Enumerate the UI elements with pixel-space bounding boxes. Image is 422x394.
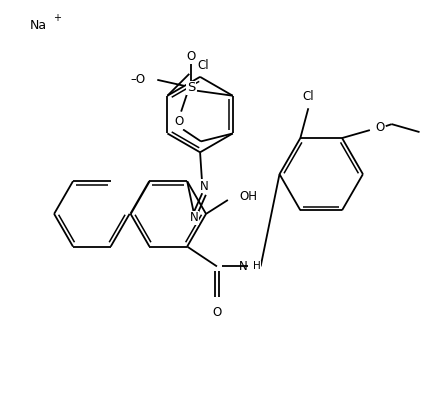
Text: O: O: [212, 306, 222, 319]
Text: OH: OH: [240, 190, 258, 203]
Text: N: N: [200, 180, 208, 193]
Text: O: O: [187, 50, 196, 63]
Text: H: H: [253, 261, 260, 271]
Text: O: O: [175, 115, 184, 128]
Text: S: S: [187, 81, 195, 94]
Text: N: N: [190, 211, 198, 224]
Text: +: +: [53, 13, 61, 23]
Text: N: N: [239, 260, 248, 273]
Text: Cl: Cl: [197, 59, 209, 72]
Text: Na: Na: [29, 19, 46, 32]
Text: Cl: Cl: [303, 90, 314, 103]
Text: –O: –O: [130, 73, 145, 86]
Text: O: O: [375, 121, 384, 134]
